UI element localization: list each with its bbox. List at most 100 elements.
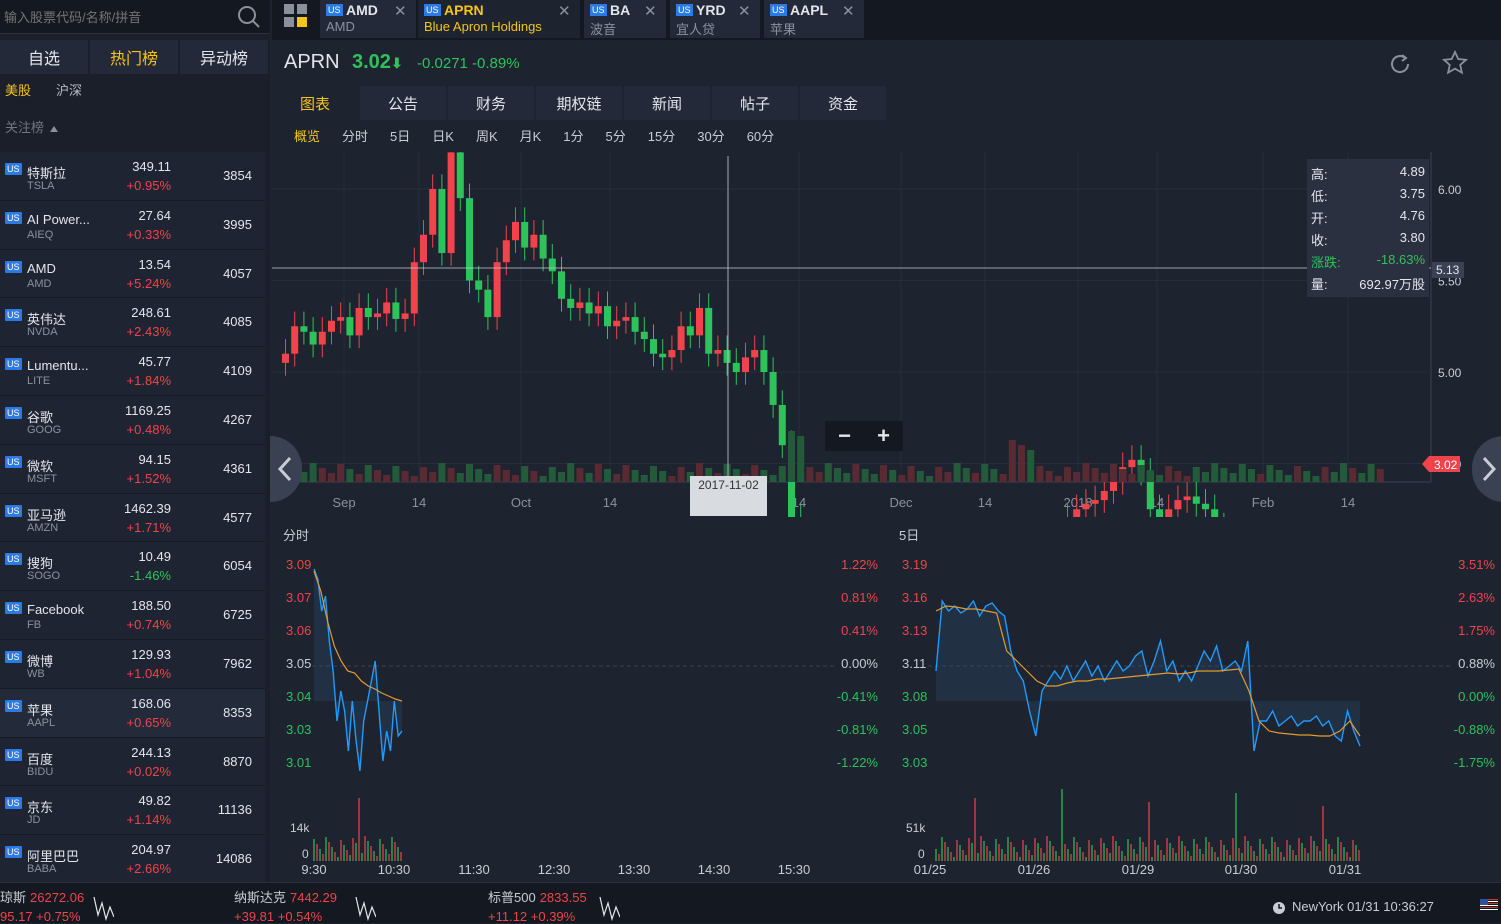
clock-text: NewYork 01/31 10:36:27 xyxy=(1292,899,1434,914)
stock-value: 7962 xyxy=(223,655,252,671)
volume-tick: 51k xyxy=(906,821,926,835)
volume-bar xyxy=(558,472,565,482)
stock-row[interactable]: US 阿里巴巴 BABA 204.97 +2.66% 14086 xyxy=(0,835,265,882)
x-tick-label: Feb xyxy=(1252,495,1274,510)
period-tab[interactable]: 1分 xyxy=(563,129,584,144)
stock-row[interactable]: US Facebook FB 188.50 +0.74% 6725 xyxy=(0,591,265,640)
volume-bar xyxy=(1091,468,1099,482)
period-tab[interactable]: 60分 xyxy=(746,129,775,144)
percent-tick: 1.75% xyxy=(1458,623,1495,638)
candle xyxy=(1146,472,1154,510)
zoom-in-button[interactable]: + xyxy=(877,423,890,448)
stock-row[interactable]: US 微博 WB 129.93 +1.04% 7962 xyxy=(0,639,265,689)
close-icon[interactable]: ✕ xyxy=(558,3,571,20)
period-tab[interactable]: 日K xyxy=(432,129,454,144)
stock-row[interactable]: US 英伟达 NVDA 248.61 +2.43% 4085 xyxy=(0,298,265,348)
stock-tab-amd[interactable]: US AMD AMD ✕ xyxy=(320,0,416,38)
index-name: 纳斯达克 xyxy=(234,890,287,905)
scroll-left-button[interactable] xyxy=(270,436,302,502)
nav-tab[interactable]: 新闻 xyxy=(624,86,710,120)
price-tick: 3.04 xyxy=(286,689,311,704)
grid-menu-icon[interactable] xyxy=(282,2,310,30)
stock-row[interactable]: US 谷歌 GOOG 1169.25 +0.48% 4267 xyxy=(0,395,265,445)
stock-row[interactable]: US 百度 BIDU 244.13 +0.02% 8870 xyxy=(0,737,265,787)
stock-row[interactable]: US AMD AMD 13.54 +5.24% 4057 xyxy=(0,249,265,299)
period-tab[interactable]: 5日 xyxy=(390,129,411,144)
candle xyxy=(705,307,713,354)
close-icon[interactable]: ✕ xyxy=(644,3,657,20)
tab-movers[interactable]: 异动榜 xyxy=(180,40,268,74)
star-icon[interactable] xyxy=(1442,50,1468,76)
stock-price: 349.11 xyxy=(132,159,171,174)
stock-tab-aapl[interactable]: US AAPL 苹果 ✕ xyxy=(764,0,864,38)
period-tab[interactable]: 概览 xyxy=(294,129,321,144)
period-tab[interactable]: 月K xyxy=(519,129,542,144)
period-tab[interactable]: 周K xyxy=(475,129,498,144)
last-price: 3.02 xyxy=(1434,458,1458,472)
period-tab[interactable]: 5分 xyxy=(605,129,626,144)
stock-tab-yrd[interactable]: US YRD 宜人贷 ✕ xyxy=(670,0,760,38)
stock-code: AAPL xyxy=(27,716,56,729)
fiveday-chart[interactable]: 3.19 3.51% 3.16 2.63% 3.13 1.75% 3.11 0.88% 3.08… xyxy=(888,521,1501,881)
zoom-out-button[interactable]: − xyxy=(838,423,851,448)
candle xyxy=(374,313,381,318)
market-us[interactable]: 美股 xyxy=(5,83,32,98)
candle xyxy=(475,280,483,290)
stock-change: +1.04% xyxy=(126,665,171,681)
candle xyxy=(429,189,437,235)
index-item[interactable]: 纳斯达克 7442.29 +39.81 +0.54% xyxy=(234,887,376,924)
period-tab[interactable]: 15分 xyxy=(647,129,676,144)
stock-name: 京东 xyxy=(27,800,54,816)
search-input[interactable] xyxy=(4,6,229,28)
market-badge: US xyxy=(5,602,22,615)
stock-row[interactable]: US 微软 MSFT 94.15 +1.52% 4361 xyxy=(0,444,265,494)
intraday-chart[interactable]: 3.09 1.22% 3.07 0.81% 3.06 0.41% 3.05 0.00% 3.04… xyxy=(272,521,884,881)
nav-tab[interactable]: 公告 xyxy=(360,86,446,120)
nav-tab[interactable]: 财务 xyxy=(448,86,534,120)
volume-bar xyxy=(1220,468,1228,482)
stock-tab-name: 宜人贷 xyxy=(676,22,716,37)
scroll-right-button[interactable] xyxy=(1472,436,1501,502)
stock-row[interactable]: US AI Power... AIEQ 27.64 +0.33% 3995 xyxy=(0,200,265,250)
stock-row[interactable]: US 搜狗 SOGO 10.49 -1.46% 6054 xyxy=(0,542,265,592)
close-icon[interactable]: ✕ xyxy=(738,3,751,20)
period-tab[interactable]: 分时 xyxy=(342,129,369,144)
tab-hot[interactable]: 热门榜 xyxy=(90,40,178,74)
stock-row[interactable]: US 苹果 AAPL 168.06 +0.65% 8353 xyxy=(0,688,265,738)
stock-tab-aprn[interactable]: US APRN Blue Apron Holdings ✕ xyxy=(418,0,580,38)
index-item[interactable]: 标普500 2833.55 +11.12 +0.39% xyxy=(488,887,620,924)
sort-dropdown[interactable]: 关注榜 xyxy=(5,117,59,136)
stock-value: 3995 xyxy=(223,216,252,232)
volume-bar xyxy=(318,468,326,482)
nav-tab[interactable]: 帖子 xyxy=(712,86,798,120)
stock-row[interactable]: US 京东 JD 49.82 +1.14% 11136 xyxy=(0,786,265,836)
stock-row[interactable]: US 特斯拉 TSLA 349.11 +0.95% 3854 xyxy=(0,152,265,201)
nav-tab[interactable]: 资金 xyxy=(800,86,886,120)
candle xyxy=(401,313,409,319)
volume-bar xyxy=(1229,473,1237,482)
tab-watchlist[interactable]: 自选 xyxy=(0,40,88,74)
close-icon[interactable]: ✕ xyxy=(394,3,407,20)
refresh-icon[interactable] xyxy=(1387,51,1413,77)
stock-row[interactable]: US 亚马逊 AMZN 1462.39 +1.71% 4577 xyxy=(0,493,265,543)
candle xyxy=(1100,490,1108,501)
close-icon[interactable]: ✕ xyxy=(842,3,855,20)
volume-bar xyxy=(309,463,317,482)
stock-row[interactable]: US Lumentu... LITE 45.77 +1.84% 4109 xyxy=(0,347,265,396)
search-icon[interactable] xyxy=(237,5,261,29)
volume-bar xyxy=(493,465,501,482)
nav-tab[interactable]: 期权链 xyxy=(536,86,622,120)
percent-tick: 0.88% xyxy=(1458,656,1495,671)
period-tab[interactable]: 30分 xyxy=(697,129,725,144)
stock-tab-ba[interactable]: US BA 波音 ✕ xyxy=(584,0,666,38)
time-tick: 13:30 xyxy=(618,862,651,877)
index-item[interactable]: 琼斯 26272.06 95.17 +0.75% xyxy=(0,887,114,924)
market-cn[interactable]: 沪深 xyxy=(56,83,83,98)
volume-bar xyxy=(824,463,832,482)
stock-name: 微博 xyxy=(27,653,54,669)
volume-bar xyxy=(328,473,335,482)
volume-bar xyxy=(880,465,887,482)
volume-bar xyxy=(392,466,400,482)
nav-tab[interactable]: 图表 xyxy=(272,86,358,120)
kline-chart[interactable]: 6.005.505.004.504.003.50Sep14Oct1414Dec1… xyxy=(272,152,1501,517)
